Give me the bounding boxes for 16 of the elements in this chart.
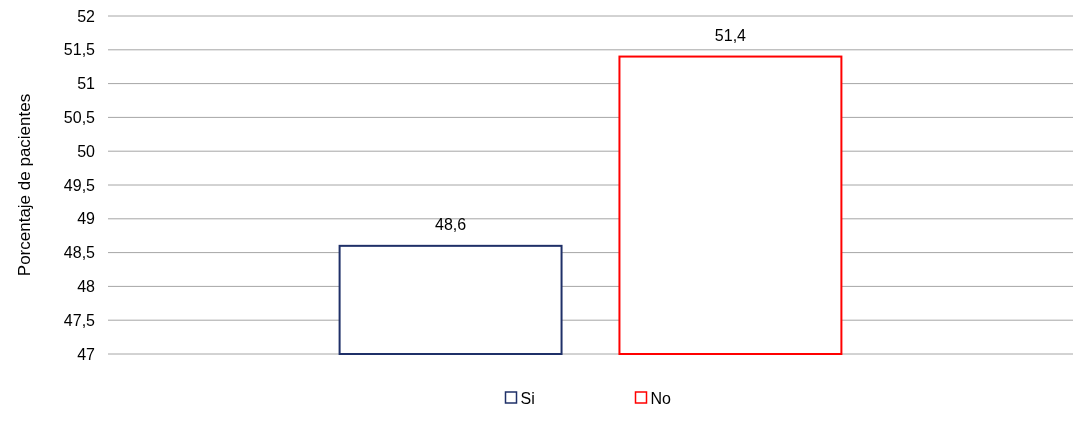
y-tick-label: 52 — [77, 7, 96, 25]
y-tick-label: 47 — [77, 345, 96, 363]
y-tick-label: 50 — [77, 142, 96, 160]
y-tick-label: 49,5 — [63, 176, 96, 194]
y-axis-title: Porcentaje de pacientes — [15, 93, 34, 277]
legend-label: Si — [520, 389, 535, 407]
y-tick-label: 48,5 — [63, 244, 96, 262]
y-tick-label: 48 — [77, 278, 96, 295]
data-label: 51,4 — [714, 26, 747, 44]
y-tick-label: 47,5 — [63, 311, 96, 329]
y-tick-label: 49 — [77, 210, 96, 228]
y-tick-label: 51,5 — [63, 41, 96, 59]
legend-label: No — [650, 389, 672, 407]
y-tick-label: 51 — [77, 75, 96, 93]
y-tick-label: 50,5 — [63, 109, 96, 126]
data-label: 48,6 — [435, 215, 467, 233]
